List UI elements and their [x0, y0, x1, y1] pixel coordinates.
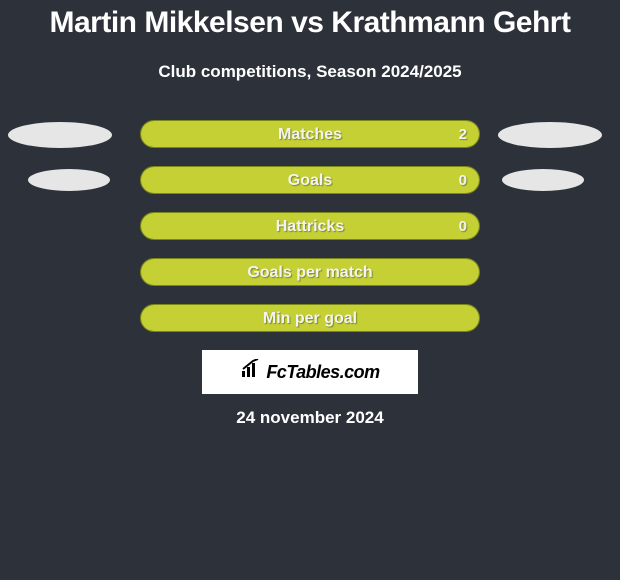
player-photo-right	[498, 122, 602, 148]
stat-bar: Goals per match	[140, 258, 480, 286]
comparison-card: Martin Mikkelsen vs Krathmann Gehrt Club…	[0, 0, 620, 428]
player-photo-left	[28, 169, 110, 191]
player-photo-right	[502, 169, 584, 191]
stat-bar: Goals0	[140, 166, 480, 194]
stat-row: Goals0	[0, 166, 620, 194]
stat-bar: Min per goal	[140, 304, 480, 332]
stat-value-right: 2	[459, 121, 467, 147]
subtitle: Club competitions, Season 2024/2025	[0, 62, 620, 82]
stat-row: Min per goal	[0, 304, 620, 332]
stat-value-right: 0	[459, 167, 467, 193]
stat-label: Goals	[141, 167, 479, 193]
brand-badge[interactable]: FcTables.com	[202, 350, 418, 394]
stat-row: Matches2	[0, 120, 620, 148]
stat-row: Hattricks0	[0, 212, 620, 240]
stat-label: Min per goal	[141, 305, 479, 331]
player-photo-left	[8, 122, 112, 148]
date-text: 24 november 2024	[0, 408, 620, 428]
page-title: Martin Mikkelsen vs Krathmann Gehrt	[0, 6, 620, 40]
brand-text: FcTables.com	[266, 362, 379, 383]
stat-label: Matches	[141, 121, 479, 147]
stat-bar: Matches2	[140, 120, 480, 148]
stat-rows: Matches2Goals0Hattricks0Goals per matchM…	[0, 120, 620, 332]
stat-row: Goals per match	[0, 258, 620, 286]
stat-value-right: 0	[459, 213, 467, 239]
stat-label: Hattricks	[141, 213, 479, 239]
stat-bar: Hattricks0	[140, 212, 480, 240]
stat-label: Goals per match	[141, 259, 479, 285]
chart-icon	[240, 359, 262, 385]
